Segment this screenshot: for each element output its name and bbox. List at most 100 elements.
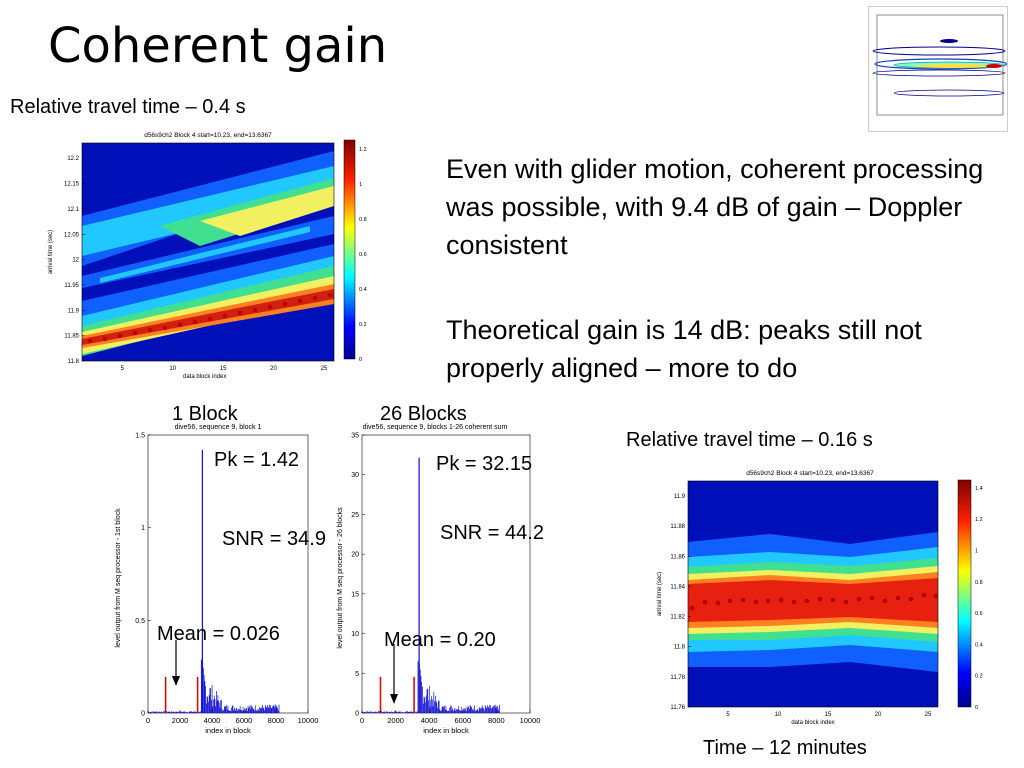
- heatmap2-xlabel: data block index: [791, 720, 834, 726]
- heatmap1-xlabel: data block index: [183, 374, 226, 380]
- y-tick-label: 1.5: [135, 433, 145, 440]
- colorbar-tick-label: 0.4: [975, 642, 983, 648]
- y-tick-label: 11.78: [670, 675, 685, 681]
- colorbar-tick-label: 0.2: [359, 322, 367, 328]
- colorbar-tick-label: 0.6: [975, 611, 983, 617]
- y-tick-label: 11.76: [670, 705, 685, 711]
- y-tick-label: 0: [141, 711, 145, 718]
- mean-1-block: Mean = 0.026: [157, 623, 280, 645]
- colorbar-tick-label: 1.2: [359, 147, 367, 153]
- stem1-xlabel: index in block: [205, 726, 251, 735]
- y-tick-label: 20: [351, 552, 359, 559]
- y-tick-label: 12.2: [67, 156, 79, 162]
- y-tick-label: 30: [351, 472, 359, 479]
- stem26-x-ticks: 0 2000 4000 6000 8000 10000: [360, 710, 541, 725]
- y-tick-label: 35: [351, 433, 359, 440]
- y-tick-label: 11.88: [670, 524, 685, 530]
- x-tick-label: 15: [220, 366, 227, 372]
- stem-chart-26-blocks: dive56, sequence 9, blocks 1-26 coherent…: [337, 424, 541, 735]
- heatmap1-colorbar-ticks: 0 0.2 0.4 0.6 0.8 1 1.2: [359, 147, 367, 363]
- colorbar-tick-label: 0: [975, 705, 978, 711]
- colorbar-tick-label: 1: [975, 548, 978, 554]
- heatmap2-x-ticks: 5 10 15 20 25: [726, 704, 932, 718]
- x-tick-label: 25: [321, 366, 328, 372]
- colorbar-tick-label: 0.8: [359, 217, 367, 223]
- x-tick-label: 0: [146, 716, 150, 725]
- colorbar-tick-label: 0.8: [975, 580, 983, 586]
- x-tick-label: 20: [875, 712, 882, 718]
- y-tick-label: 11.82: [670, 615, 685, 621]
- y-tick-label: 1: [141, 525, 145, 532]
- x-tick-label: 10000: [298, 716, 319, 725]
- pk-1-block: Pk = 1.42: [214, 449, 300, 471]
- y-tick-label: 12.1: [67, 207, 79, 213]
- y-tick-label: 12.15: [64, 182, 80, 188]
- heatmap1-x-ticks: 5 10 15 20 25: [121, 358, 328, 372]
- colorbar-tick-label: 1.2: [975, 517, 983, 523]
- heatmap1-ylabel: arrival time (sec): [48, 230, 54, 274]
- x-tick-label: 15: [825, 712, 832, 718]
- paragraph-doppler: Even with glider motion, coherent proces…: [446, 154, 984, 260]
- caption-bottom-right: Time – 12 minutes: [703, 737, 867, 759]
- x-tick-label: 10: [775, 712, 782, 718]
- y-tick-label: 15: [351, 591, 359, 598]
- colorbar-tick-label: 0.6: [359, 252, 367, 258]
- x-tick-label: 4000: [421, 716, 438, 725]
- colorbar-tick-label: 1.4: [975, 486, 983, 492]
- stem1-y-ticks: 0 0.5 1 1.5: [135, 433, 151, 718]
- paragraph-theoretical-gain: Theoretical gain is 14 dB: peaks still n…: [446, 315, 922, 383]
- x-tick-label: 2000: [387, 716, 404, 725]
- x-tick-label: 10: [169, 366, 176, 372]
- label-26-blocks: 26 Blocks: [380, 403, 467, 425]
- x-tick-label: 10000: [520, 716, 541, 725]
- colorbar-tick-label: 1: [359, 182, 362, 188]
- y-tick-label: 5: [355, 671, 359, 678]
- x-tick-label: 6000: [236, 716, 253, 725]
- y-tick-label: 11.9: [674, 494, 686, 500]
- y-tick-label: 12: [72, 258, 79, 264]
- colorbar-tick-label: 0.2: [975, 674, 983, 680]
- colorbar-tick-label: 0.4: [359, 287, 367, 293]
- stem26-plot-area: [361, 434, 531, 714]
- label-1-block: 1 Block: [172, 403, 238, 425]
- x-tick-label: 6000: [454, 716, 471, 725]
- stem26-ylabel: level output from M seq processor - 26 b…: [337, 507, 344, 649]
- heatmap1-y-ticks: 11.8 11.85 11.9 11.95 12 12.05 12.1 12.15 12.2: [64, 156, 85, 365]
- stem26-y-ticks: 0 5 10 15 20 25 30 35: [351, 433, 365, 718]
- stem26-xlabel: index in block: [423, 726, 469, 735]
- y-tick-label: 0.5: [135, 618, 145, 625]
- y-tick-label: 11.84: [670, 584, 685, 590]
- y-tick-label: 25: [351, 512, 359, 519]
- heatmap2-colorbar: [957, 479, 972, 708]
- y-tick-label: 11.8: [674, 645, 686, 651]
- y-tick-label: 11.9: [68, 308, 80, 314]
- stem26-title: dive56, sequence 9, blocks 1-26 coherent…: [363, 424, 508, 431]
- stem1-noise: [147, 657, 280, 713]
- thumbnail-contour-plot: [868, 6, 1008, 132]
- x-tick-label: 4000: [204, 716, 221, 725]
- snr-26-blocks: SNR = 44.2: [440, 522, 544, 544]
- y-tick-label: 11.8: [68, 359, 80, 365]
- x-tick-label: 25: [925, 712, 932, 718]
- stem26-arrow-head: [390, 694, 398, 704]
- heatmap2-contours: [688, 532, 938, 672]
- heatmap1-contours: [82, 151, 334, 356]
- caption-top-left: Relative travel time – 0.4 s: [10, 96, 246, 118]
- heatmap2-ylabel: arrival time (sec): [657, 572, 663, 616]
- heatmap2-title: d56s9ch2 Block 4 start=10.23, end=13.636…: [746, 470, 874, 477]
- x-tick-label: 5: [726, 712, 730, 718]
- heatmap2-colorbar-ticks: 0 0.2 0.4 0.6 0.8 1 1.2 1.4: [975, 486, 983, 711]
- x-tick-label: 5: [121, 366, 125, 372]
- x-tick-label: 2000: [172, 716, 189, 725]
- x-tick-label: 8000: [488, 716, 505, 725]
- heatmap2-peak-markers: [689, 592, 939, 611]
- y-tick-label: 10: [351, 631, 359, 638]
- heatmap1-title: d56s9ch2 Block 4 start=10.23, end=13.636…: [144, 132, 272, 139]
- y-tick-label: 12.05: [64, 232, 80, 238]
- stem1-arrow-head: [172, 676, 180, 686]
- heatmap2-y-ticks: 11.76 11.78 11.8 11.82 11.84 11.86 11.88 11.9: [670, 494, 691, 711]
- slide-title: Coherent gain: [48, 18, 388, 74]
- x-tick-label: 0: [360, 716, 364, 725]
- heatmap1-colorbar: [343, 139, 356, 360]
- pk-26-blocks: Pk = 32.15: [436, 453, 533, 475]
